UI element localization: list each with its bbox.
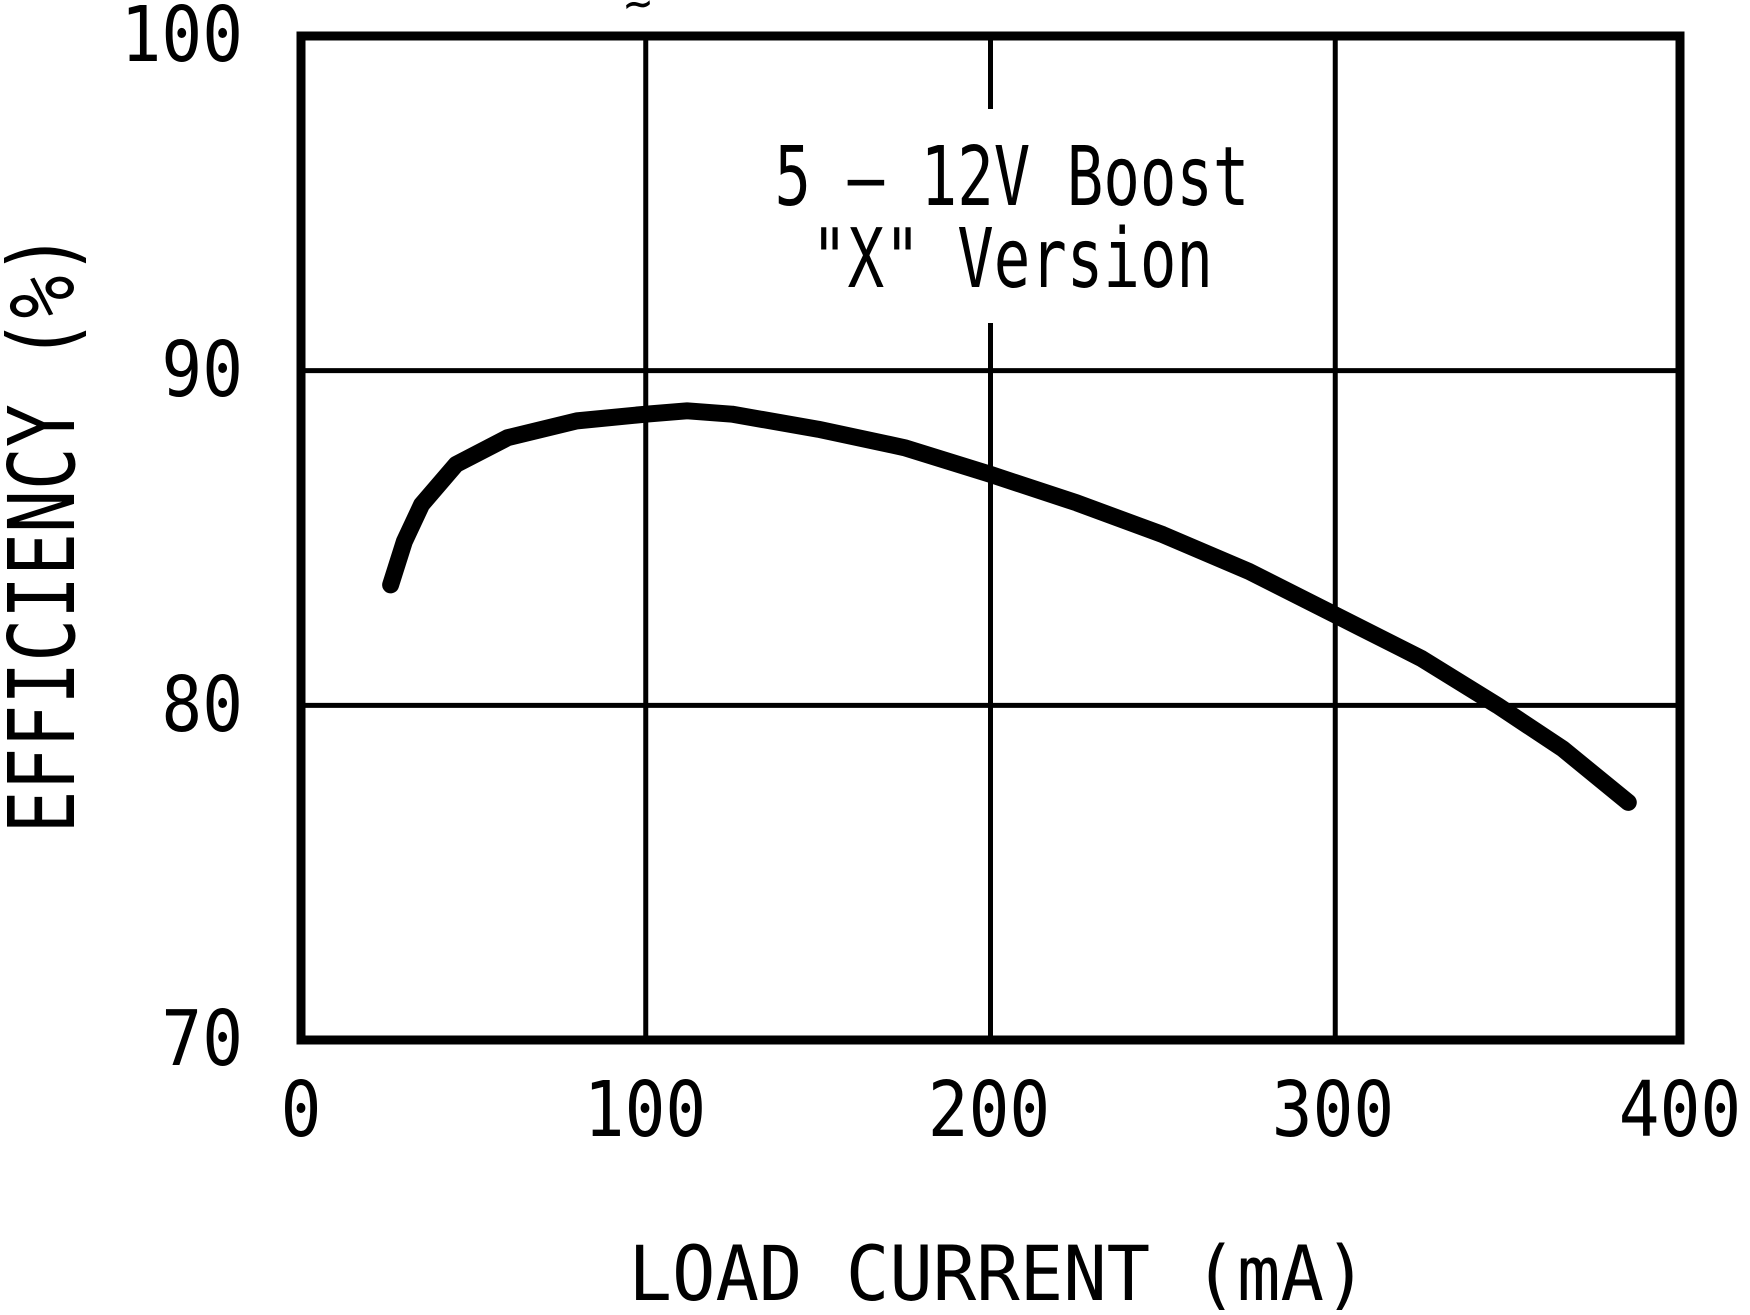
y-tick-label-90: 90 <box>161 326 243 415</box>
annotation-line-2: "X" Version <box>811 212 1213 307</box>
x-axis-title: LOAD CURRENT (mA) <box>628 1229 1368 1315</box>
x-tick-label-200: 200 <box>927 1066 1051 1155</box>
chart-annotation: 5 – 12V Boost "X" Version <box>771 109 1253 323</box>
y-axis-title: EFFICIENCY (%) <box>0 232 96 834</box>
y-tick-label-100: 100 <box>120 0 243 80</box>
x-tick-label-300: 300 <box>1271 1066 1395 1155</box>
stray-scan-mark: ~ <box>621 0 655 32</box>
annotation-line-1: 5 – 12V Boost <box>774 130 1250 225</box>
x-tick-label-100: 100 <box>583 1066 707 1155</box>
y-tick-label-70: 70 <box>161 995 243 1084</box>
y-tick-label-80: 80 <box>161 661 243 750</box>
x-tick-label-400: 400 <box>1618 1066 1742 1155</box>
x-tick-label-0: 0 <box>280 1066 322 1155</box>
